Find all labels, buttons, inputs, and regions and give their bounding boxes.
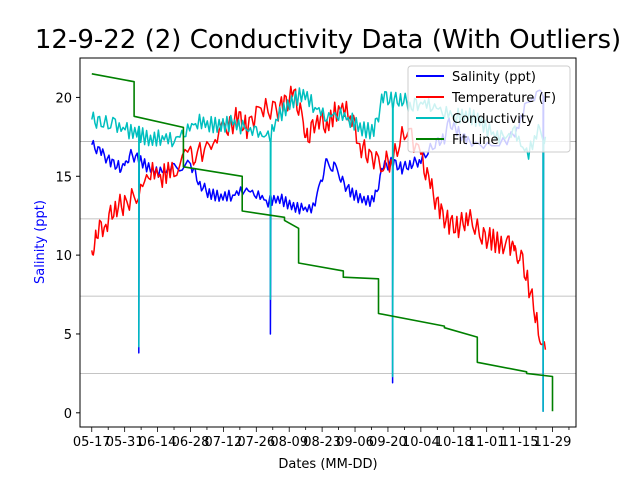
legend-label: Salinity (ppt): [452, 70, 536, 85]
y-tick-label: 5: [64, 328, 72, 343]
x-tick-label: 11-15: [501, 435, 539, 450]
x-tick-label: 05-31: [106, 435, 144, 450]
x-tick-label: 05-17: [73, 435, 111, 450]
legend-label: Fit Line: [452, 133, 498, 148]
axes-frame: [79, 57, 577, 428]
legend-label: Conductivity: [452, 112, 534, 127]
y-tick-label: 0: [64, 407, 72, 422]
x-tick-label: 10-18: [435, 435, 473, 450]
x-tick-label: 08-09: [270, 435, 308, 450]
x-tick-label: 08-23: [303, 435, 341, 450]
grid-lines: [80, 141, 576, 374]
y-tick-label: 20: [55, 91, 72, 106]
x-tick-label: 11-01: [468, 435, 506, 450]
x-tick-label: 07-12: [205, 435, 243, 450]
x-axis-label: Dates (MM-DD): [278, 457, 377, 472]
legend-box: [407, 65, 571, 153]
y-tick-label: 15: [55, 170, 72, 185]
y-axis-label: Salinity (ppt): [33, 200, 48, 284]
x-axis-ticks: 05-1705-3106-1406-2807-1207-2608-0908-23…: [73, 427, 572, 450]
legend: Salinity (ppt) Temperature (F) Conductivit…: [407, 65, 571, 153]
x-tick-label: 09-06: [336, 435, 374, 450]
series-line-fit-line: [91, 73, 554, 412]
x-tick-label: 06-28: [172, 435, 210, 450]
x-tick-label: 06-14: [139, 435, 177, 450]
legend-label: Temperature (F): [451, 91, 556, 106]
x-tick-label: 09-20: [369, 435, 407, 450]
y-tick-label: 10: [55, 249, 72, 264]
chart-title: 12-9-22 (2) Conductivity Data (With Outl…: [35, 25, 621, 55]
x-tick-label: 10-04: [402, 435, 440, 450]
x-tick-label: 07-26: [237, 435, 275, 450]
y-axis-ticks: 0 5 10 15 20: [55, 91, 80, 422]
x-tick-label: 11-29: [534, 435, 572, 450]
